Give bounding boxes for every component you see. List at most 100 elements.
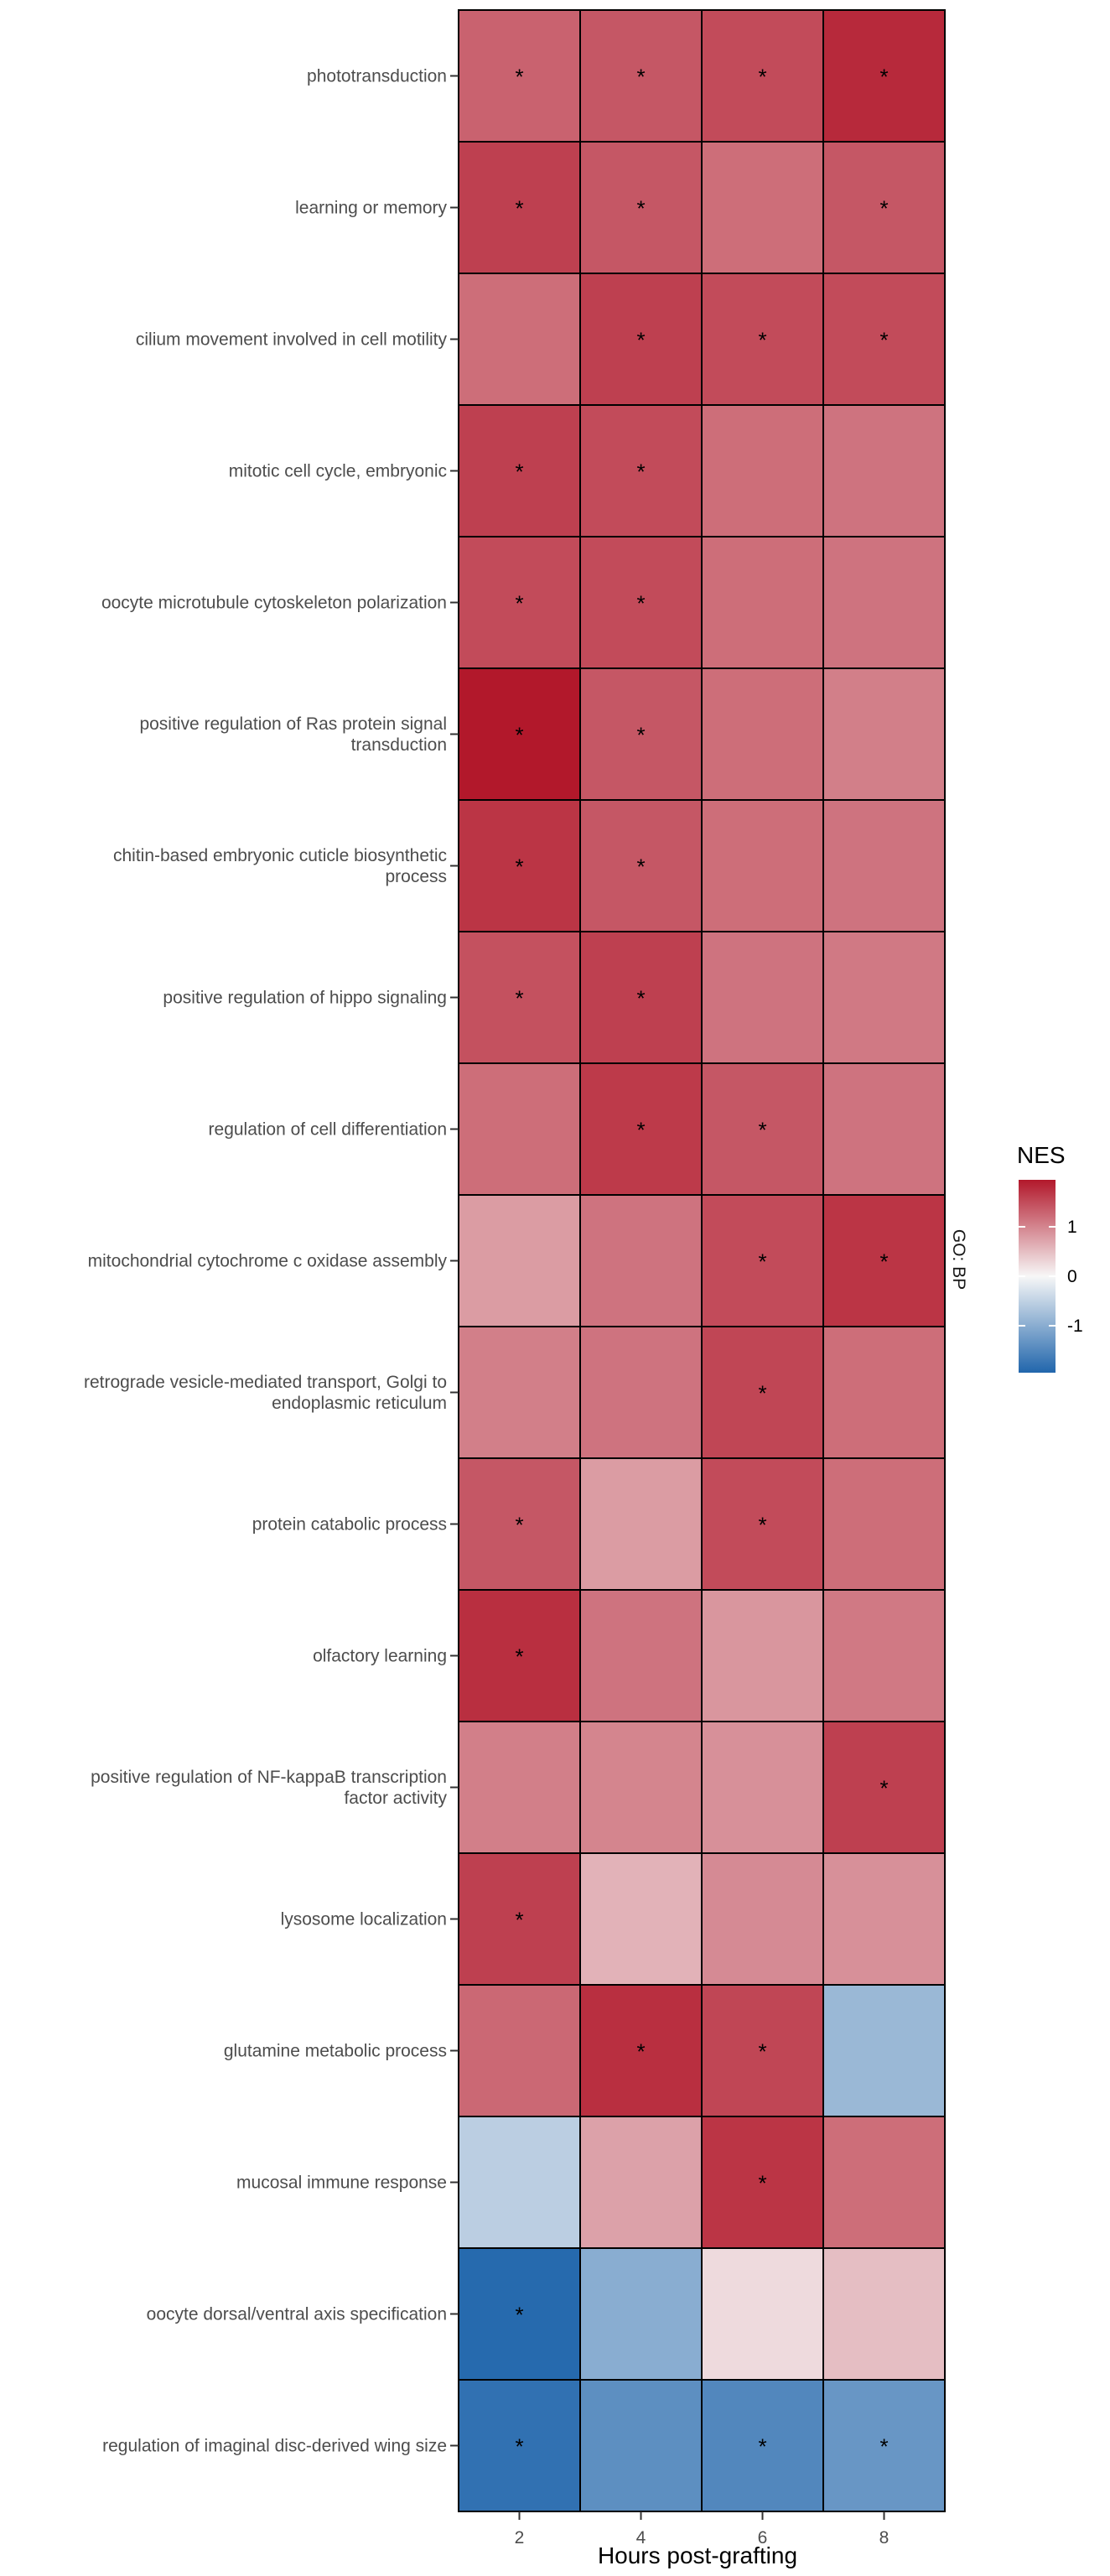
x-axis-ticks: 2 4 6 8 — [515, 2511, 889, 2547]
row-label: cilium movement involved in cell motilit… — [136, 330, 448, 350]
significance-marker: * — [879, 1249, 888, 1275]
heatmap-cell — [579, 1457, 703, 1591]
significance-marker: * — [636, 854, 645, 880]
significance-marker: * — [879, 2434, 888, 2459]
row-label: transduction — [351, 735, 447, 755]
heatmap-cell — [822, 2116, 946, 2249]
heatmap-cell — [822, 1852, 946, 1986]
row-label: mitotic cell cycle, embryonic — [229, 462, 447, 481]
heatmap-cell — [701, 931, 824, 1064]
heatmap-cell — [458, 1062, 581, 1196]
row-label: chitin-based embryonic cuticle biosynthe… — [113, 846, 447, 865]
heatmap-cell — [579, 2116, 703, 2249]
significance-marker: * — [636, 65, 645, 90]
heatmap-cell — [579, 931, 703, 1064]
significance-marker: * — [515, 1644, 523, 1670]
heatmap-cell — [579, 9, 703, 143]
row-label: regulation of cell differentiation — [209, 1120, 447, 1140]
heatmap-cell — [458, 273, 581, 406]
row-label: positive regulation of Ras protein signa… — [139, 714, 447, 734]
significance-marker: * — [515, 65, 523, 90]
heatmap-cell — [701, 141, 824, 274]
row-label: positive regulation of hippo signaling — [163, 989, 447, 1008]
heatmap-cell — [822, 1984, 946, 2117]
significance-marker: * — [879, 1776, 888, 1801]
heatmap-cell — [579, 1589, 703, 1722]
heatmap-cell — [822, 931, 946, 1064]
heatmap-cell — [701, 9, 824, 143]
heatmap-cell — [701, 1457, 824, 1591]
heatmap-cell — [579, 1721, 703, 1854]
heatmap-cell — [822, 2247, 946, 2381]
heatmap-cell — [701, 1589, 824, 1722]
row-labels: phototransduction learning or memory ciliu… — [84, 67, 459, 2456]
heatmap-cell — [701, 1062, 824, 1196]
heatmap-cell — [458, 1326, 581, 1459]
color-legend: NES 1 0 -1 — [1017, 1142, 1083, 1373]
heatmap-cell — [579, 2247, 703, 2381]
heatmap-cell — [822, 1589, 946, 1722]
heatmap-cell — [579, 667, 703, 801]
heatmap-cell — [458, 2379, 581, 2512]
heatmap-cell — [701, 1194, 824, 1327]
row-label: learning or memory — [295, 199, 447, 218]
heatmap-cell — [458, 1721, 581, 1854]
heatmap-cell — [458, 931, 581, 1064]
row-label: process — [385, 867, 447, 886]
significance-marker: * — [879, 65, 888, 90]
heatmap-cell — [822, 2379, 946, 2512]
x-tick-label: 2 — [515, 2528, 525, 2547]
heatmap-cell — [579, 1326, 703, 1459]
row-label: mitochondrial cytochrome c oxidase assem… — [88, 1252, 448, 1271]
heatmap-cell — [579, 799, 703, 932]
heatmap-cell — [701, 404, 824, 538]
significance-marker: * — [636, 986, 645, 1011]
heatmap-cell — [701, 1326, 824, 1459]
significance-marker: * — [879, 196, 888, 221]
heatmap-cell — [701, 1721, 824, 1854]
significance-marker: * — [636, 2039, 645, 2064]
significance-marker: * — [636, 196, 645, 221]
heatmap-cell — [822, 1194, 946, 1327]
significance-marker: * — [636, 460, 645, 485]
heatmap-cell — [458, 1589, 581, 1722]
significance-marker: * — [636, 723, 645, 748]
heatmap-cell — [579, 1062, 703, 1196]
heatmap-cell — [579, 273, 703, 406]
x-axis-title: Hours post-grafting — [598, 2542, 797, 2568]
row-label: olfactory learning — [313, 1647, 447, 1666]
significance-marker: * — [758, 65, 766, 90]
row-label: oocyte microtubule cytoskeleton polariza… — [101, 594, 447, 613]
heatmap-cell — [701, 667, 824, 801]
row-label: factor activity — [344, 1789, 447, 1808]
significance-marker: * — [636, 1118, 645, 1143]
legend-tick-label: 0 — [1067, 1267, 1077, 1286]
row-label: phototransduction — [307, 67, 447, 86]
significance-marker: * — [515, 723, 523, 748]
heatmap-cell — [579, 2379, 703, 2512]
legend-title: NES — [1017, 1142, 1066, 1168]
significance-marker: * — [758, 2434, 766, 2459]
heatmap-cell — [701, 2247, 824, 2381]
heatmap-cell — [822, 1721, 946, 1854]
heatmap-cell — [822, 9, 946, 143]
significance-marker: * — [636, 328, 645, 353]
heatmap-cell — [822, 404, 946, 538]
significance-marker: * — [758, 1118, 766, 1143]
x-tick-label: 6 — [758, 2528, 768, 2547]
significance-marker: * — [636, 591, 645, 616]
heatmap-cell — [458, 2116, 581, 2249]
significance-marker: * — [758, 1249, 766, 1275]
heatmap-cell — [701, 1852, 824, 1986]
row-label: retrograde vesicle-mediated transport, G… — [84, 1373, 447, 1392]
significance-marker: * — [758, 2039, 766, 2064]
x-tick-label: 4 — [636, 2528, 646, 2547]
heatmap-cell — [458, 536, 581, 669]
legend-tick-label: -1 — [1067, 1317, 1083, 1336]
row-label: lysosome localization — [281, 1910, 447, 1929]
heatmap-cell — [822, 1457, 946, 1591]
significance-marker: * — [515, 2303, 523, 2328]
heatmap-cell — [579, 141, 703, 274]
significance-marker: * — [515, 1908, 523, 1933]
